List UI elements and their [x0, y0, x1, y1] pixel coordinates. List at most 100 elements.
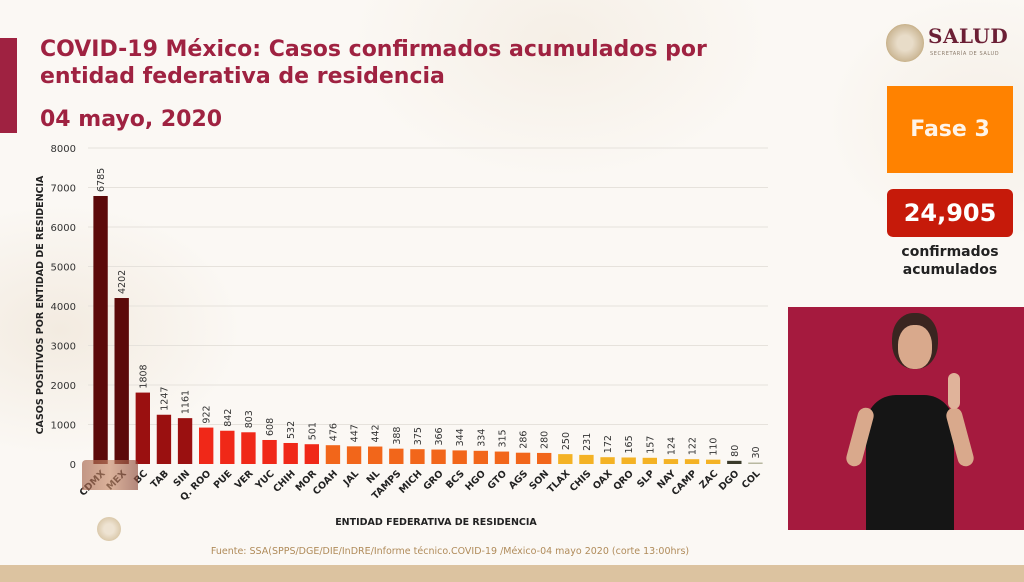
total-confirmed-label: confirmados acumulados — [880, 243, 1020, 279]
value-label: 388 — [392, 427, 403, 445]
page-title: COVID-19 México: Casos confirmados acumu… — [40, 37, 707, 89]
category-label: CHIH — [271, 468, 297, 494]
grid-lines — [88, 147, 768, 425]
y-tick-label: 8000 — [51, 144, 76, 155]
logo-subtitle: SECRETARÍA DE SALUD — [930, 51, 1000, 57]
y-tick-label: 2000 — [51, 381, 76, 392]
category-labels: CDMXMEXBCTABSINQ. ROOPUEVERYUCCHIHMORCOA… — [78, 468, 763, 503]
accent-bar — [0, 38, 17, 133]
category-label: SLP — [635, 468, 657, 490]
value-label: 842 — [223, 409, 234, 427]
value-label: 172 — [603, 435, 614, 453]
value-label: 1808 — [138, 364, 149, 388]
bar-ags — [515, 452, 531, 464]
bar-coah — [325, 445, 341, 464]
salud-logo: SALUD SECRETARÍA DE SALUD — [886, 24, 1016, 64]
y-tick-label: 5000 — [51, 263, 76, 274]
value-label: 231 — [582, 433, 593, 451]
y-tick-label: 1000 — [51, 421, 76, 432]
bar-jal — [346, 446, 362, 464]
value-label: 532 — [286, 421, 297, 439]
bar-nl — [368, 446, 383, 464]
value-labels: 6785 4202 1808 1247 1161 922 842 803 608 532 501 47… — [96, 168, 762, 459]
category-label: CHIS — [568, 468, 594, 494]
value-label: 922 — [202, 405, 213, 423]
value-label: 366 — [434, 427, 445, 445]
value-label: 6785 — [96, 168, 107, 192]
category-label: TLAX — [545, 468, 572, 495]
bar-chis — [579, 454, 594, 464]
bar-mex — [114, 298, 129, 464]
phase-badge: Fase 3 — [887, 86, 1013, 173]
category-label: GTO — [486, 468, 509, 491]
value-label: 375 — [413, 427, 424, 445]
y-tick-label: 7000 — [51, 184, 76, 195]
government-seal-icon — [97, 517, 121, 541]
value-label: 1161 — [181, 390, 192, 414]
total-confirmed-count: 24,905 — [887, 189, 1013, 237]
footer-band — [0, 565, 1024, 582]
total-label-line1: confirmados — [901, 244, 999, 260]
value-label: 1247 — [159, 387, 170, 411]
bar-chih — [283, 442, 298, 464]
value-label: 501 — [307, 422, 318, 440]
value-label: 803 — [244, 410, 255, 428]
value-label: 286 — [519, 431, 530, 449]
category-label: COL — [740, 468, 763, 491]
bar-oax — [600, 457, 615, 464]
y-tick-label: 4000 — [51, 302, 76, 313]
bar-bc — [135, 392, 150, 464]
value-label: 334 — [476, 429, 487, 447]
category-label: HGO — [463, 468, 488, 493]
value-label: 110 — [709, 438, 720, 456]
bar-qro — [621, 457, 636, 464]
report-date: 04 mayo, 2020 — [40, 107, 223, 132]
bar-ver — [241, 432, 256, 464]
category-label: DGO — [717, 468, 742, 493]
y-tick-label: 0 — [70, 460, 76, 471]
category-label: JAL — [341, 468, 361, 488]
category-label: PUE — [212, 468, 235, 491]
bar-pue — [220, 430, 235, 464]
value-label: 80 — [730, 445, 741, 457]
value-label: 344 — [455, 428, 466, 446]
bar-hgo — [473, 450, 488, 464]
category-label: BCS — [444, 468, 467, 491]
category-label: MICH — [397, 468, 425, 496]
value-label: 447 — [350, 424, 361, 442]
value-label: 315 — [497, 429, 508, 447]
category-label: GRO — [421, 468, 445, 492]
value-label: 280 — [540, 431, 551, 449]
historical-figures-illustration — [82, 460, 138, 490]
category-label: ZAC — [698, 468, 721, 491]
value-label: 476 — [328, 423, 339, 441]
bar-gro — [431, 449, 446, 464]
bar-son — [537, 452, 552, 464]
value-label: 122 — [688, 437, 699, 455]
bar-q-roo — [199, 427, 214, 464]
bar-tab — [156, 414, 172, 464]
bar-tlax — [558, 454, 573, 464]
category-label: QRO — [611, 468, 635, 492]
bar-nay — [663, 459, 679, 464]
bar-slp — [642, 457, 657, 464]
bar-mor — [304, 444, 319, 464]
category-label: VER — [233, 468, 256, 491]
bar-bcs — [452, 450, 467, 464]
data-source: Fuente: SSA(SPPS/DGE/DIE/InDRE/Informe t… — [210, 546, 690, 557]
value-label: 157 — [645, 436, 656, 454]
bar-yuc — [262, 439, 277, 464]
total-label-line2: acumulados — [902, 262, 998, 278]
interpreter-head — [898, 325, 932, 369]
y-axis-ticks: 0 1000 2000 3000 4000 5000 6000 7000 8000 — [51, 144, 76, 471]
bar-chart: 0 1000 2000 3000 4000 5000 6000 7000 8000 6785 42… — [35, 144, 768, 528]
national-seal-icon — [886, 24, 924, 62]
value-label: 165 — [624, 435, 635, 453]
bar-camp — [684, 459, 700, 464]
y-tick-label: 6000 — [51, 223, 76, 234]
bar-cdmx — [93, 195, 108, 464]
y-tick-label: 3000 — [51, 342, 76, 353]
bars — [93, 195, 763, 464]
y-axis-title: CASOS POSITIVOS POR ENTIDAD DE RESIDENCI… — [35, 175, 46, 434]
bar-dgo — [727, 460, 742, 464]
